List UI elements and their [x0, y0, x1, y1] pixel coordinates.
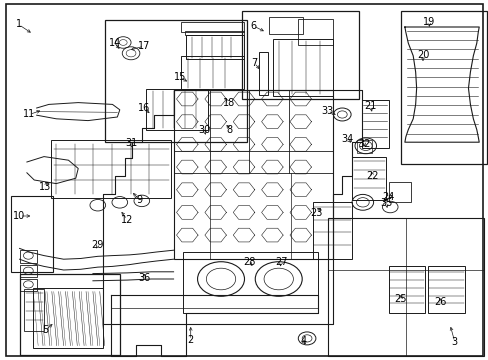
- Text: 9: 9: [136, 195, 142, 205]
- Bar: [185, 35, 243, 59]
- Text: 21: 21: [364, 101, 376, 111]
- Bar: [184, 31, 243, 35]
- Text: 35: 35: [379, 198, 392, 208]
- Bar: [259, 52, 267, 95]
- Bar: [388, 266, 425, 313]
- Text: 10: 10: [13, 211, 26, 221]
- Text: 6: 6: [250, 21, 256, 31]
- Text: 4: 4: [300, 336, 305, 346]
- Bar: [242, 11, 359, 99]
- Text: 32: 32: [357, 139, 370, 149]
- Bar: [272, 39, 332, 96]
- Text: 30: 30: [198, 125, 210, 135]
- Bar: [298, 19, 332, 45]
- Bar: [356, 140, 371, 153]
- Text: 29: 29: [91, 240, 104, 250]
- Bar: [11, 196, 53, 272]
- Text: 25: 25: [394, 294, 407, 304]
- Bar: [388, 182, 410, 202]
- Bar: [33, 288, 102, 348]
- Text: 24: 24: [382, 192, 394, 202]
- Bar: [145, 89, 207, 130]
- Bar: [105, 20, 246, 142]
- Text: 27: 27: [274, 257, 287, 267]
- Text: 5: 5: [42, 325, 48, 336]
- Text: 14: 14: [108, 38, 121, 48]
- Bar: [181, 22, 243, 32]
- Bar: [312, 202, 351, 259]
- Bar: [20, 274, 120, 355]
- Text: 15: 15: [173, 72, 186, 82]
- Text: 3: 3: [451, 337, 457, 347]
- Bar: [327, 218, 483, 356]
- Text: 19: 19: [422, 17, 435, 27]
- Bar: [181, 56, 243, 89]
- Text: 12: 12: [121, 215, 133, 225]
- Text: 36: 36: [138, 273, 150, 283]
- Bar: [20, 265, 37, 277]
- Bar: [20, 250, 37, 263]
- Text: 28: 28: [243, 257, 255, 267]
- Text: 20: 20: [416, 50, 428, 60]
- Bar: [173, 90, 332, 259]
- Text: 2: 2: [187, 335, 193, 345]
- Text: 1: 1: [16, 19, 21, 30]
- Text: 31: 31: [124, 138, 137, 148]
- Text: 34: 34: [340, 134, 353, 144]
- Text: 23: 23: [310, 208, 323, 218]
- Bar: [20, 279, 37, 291]
- Text: 13: 13: [39, 182, 51, 192]
- Bar: [268, 17, 303, 34]
- Text: 17: 17: [138, 41, 150, 51]
- Bar: [427, 266, 464, 313]
- Text: 33: 33: [321, 106, 333, 116]
- Text: 11: 11: [23, 109, 36, 120]
- Bar: [361, 100, 388, 148]
- Text: 7: 7: [251, 58, 257, 68]
- Text: 16: 16: [138, 103, 150, 113]
- Text: 22: 22: [366, 171, 378, 181]
- Bar: [183, 252, 317, 313]
- Text: 18: 18: [222, 98, 235, 108]
- Text: 26: 26: [433, 297, 446, 307]
- Bar: [400, 11, 486, 164]
- Bar: [351, 157, 386, 200]
- Bar: [51, 140, 171, 198]
- Bar: [24, 289, 44, 331]
- Text: 8: 8: [226, 125, 232, 135]
